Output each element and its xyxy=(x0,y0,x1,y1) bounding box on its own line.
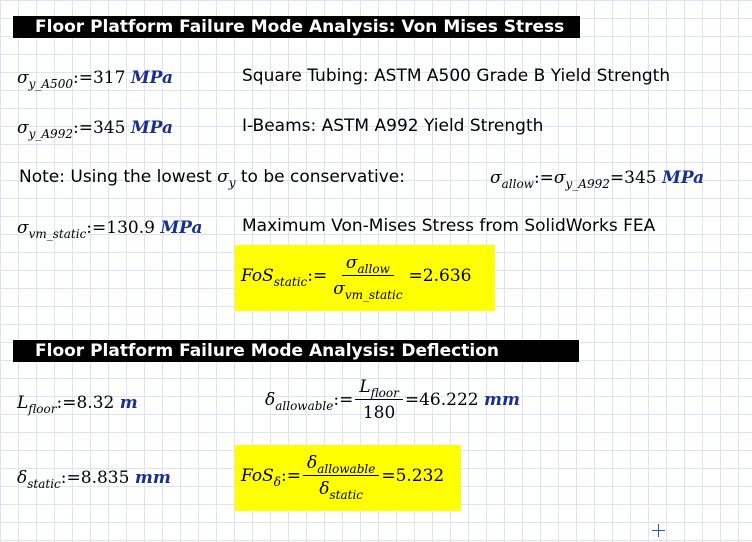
subscript: allowable xyxy=(317,462,376,476)
equals-operator: = xyxy=(381,466,396,486)
subscript: y_A992 xyxy=(28,127,73,141)
unit: MPa xyxy=(662,168,705,188)
unit: MPa xyxy=(160,218,203,238)
unit: MPa xyxy=(130,118,173,138)
assign-operator: := xyxy=(72,118,93,138)
fos-delta-fraction: δallowable δstatic xyxy=(302,453,380,502)
delta-symbol: δ xyxy=(17,468,28,488)
assign-operator: := xyxy=(60,468,81,488)
unit: mm xyxy=(483,390,520,410)
sigma-symbol: σ xyxy=(17,218,29,238)
fraction-denominator: δstatic xyxy=(315,476,367,502)
assign-operator: := xyxy=(56,393,77,413)
fraction-denominator: 180 xyxy=(362,403,396,423)
subscript: floor xyxy=(370,386,399,400)
delta-symbol: δ xyxy=(306,453,318,473)
unit: MPa xyxy=(130,68,173,88)
assign-operator: := xyxy=(280,466,301,486)
sigma-y-a500-definition[interactable]: σy_A500:=317 MPa xyxy=(17,68,173,91)
subscript: allow xyxy=(501,177,534,191)
fos-delta-highlight xyxy=(235,445,461,511)
fos-delta-expression[interactable]: FoSδ:= δallowable δstatic = 5.232 xyxy=(241,453,445,502)
value: 46.222 xyxy=(419,390,479,410)
subscript: y_A500 xyxy=(28,77,73,91)
assign-operator: := xyxy=(307,266,328,286)
unit: m xyxy=(119,393,138,413)
fos-static-highlight xyxy=(235,245,495,311)
sigma-vm-static-description[interactable]: Maximum Von-Mises Stress from SolidWorks… xyxy=(242,216,656,236)
delta-static-definition[interactable]: δstatic:=8.835 mm xyxy=(17,468,171,491)
fos-symbol: FoS xyxy=(241,466,274,486)
value: 5.232 xyxy=(395,466,445,486)
sigma-vm-static-definition[interactable]: σvm_static:=130.9 MPa xyxy=(17,218,203,241)
subscript: vm_static xyxy=(344,288,403,302)
fraction-numerator: Lfloor xyxy=(355,377,403,400)
delta-allowable-definition[interactable]: δallowable:= Lfloor 180 = 46.222 mm xyxy=(265,377,520,423)
delta-symbol: δ xyxy=(319,479,330,499)
subscript: y xyxy=(228,176,236,190)
unit: mm xyxy=(134,468,171,488)
stress-section-title: Floor Platform Failure Mode Analysis: Vo… xyxy=(13,16,580,38)
fos-static-fraction: σallow σvm_static xyxy=(329,253,406,302)
sigma-allow-definition[interactable]: σallow:=σy_A992=345 MPa xyxy=(490,168,705,191)
sigma-y-a992-description[interactable]: I-Beams: ASTM A992 Yield Strength xyxy=(242,116,544,136)
subscript: static xyxy=(27,477,61,491)
fraction-denominator: σvm_static xyxy=(329,276,406,302)
deflection-section-title: Floor Platform Failure Mode Analysis: De… xyxy=(13,340,579,362)
sigma-y-inline: σy xyxy=(217,167,236,190)
sigma-symbol: σ xyxy=(345,253,358,273)
equals-operator: = xyxy=(404,390,420,410)
crosshair-cursor-icon xyxy=(652,524,665,537)
sigma-symbol: σ xyxy=(217,167,229,187)
assign-operator: := xyxy=(72,68,93,88)
sigma-symbol: σ xyxy=(490,168,502,188)
l-floor-definition[interactable]: Lfloor:=8.32 m xyxy=(17,393,138,416)
value: 345 xyxy=(624,168,657,188)
equals-operator: = xyxy=(408,266,423,286)
sigma-symbol: σ xyxy=(17,68,29,88)
subscript: static xyxy=(329,488,364,502)
subscript: static xyxy=(273,275,308,289)
equals-operator: = xyxy=(609,168,625,188)
sigma-symbol: σ xyxy=(553,168,566,188)
note-text-before: Note: Using the lowest xyxy=(19,167,212,187)
subscript: vm_static xyxy=(28,227,87,241)
value: 8.835 xyxy=(80,468,130,488)
sigma-y-a500-description[interactable]: Square Tubing: ASTM A500 Grade B Yield S… xyxy=(242,66,671,86)
fos-symbol: FoS xyxy=(241,266,274,286)
subscript: allow xyxy=(357,262,390,276)
fraction-numerator: σallow xyxy=(341,253,394,276)
subscript: δ xyxy=(273,475,281,489)
fos-static-expression[interactable]: FoSstatic:= σallow σvm_static = 2.636 xyxy=(241,253,472,302)
conservative-note[interactable]: Note: Using the lowest σy to be conserva… xyxy=(19,167,405,190)
value: 130.9 xyxy=(106,218,155,238)
assign-operator: := xyxy=(333,390,354,410)
value: 8.32 xyxy=(76,393,115,413)
value: 317 xyxy=(92,68,126,88)
subscript: allowable xyxy=(275,399,334,413)
value: 345 xyxy=(92,118,126,138)
assign-operator: := xyxy=(533,168,554,188)
sigma-symbol: σ xyxy=(17,118,29,138)
l-symbol: L xyxy=(17,393,29,413)
value: 2.636 xyxy=(422,266,472,286)
assign-operator: := xyxy=(86,218,107,238)
note-text-after: to be conservative: xyxy=(240,167,405,187)
delta-allowable-fraction: Lfloor 180 xyxy=(355,377,403,423)
sigma-y-a992-definition[interactable]: σy_A992:=345 MPa xyxy=(17,118,173,141)
subscript: y_A992 xyxy=(565,177,610,191)
l-symbol: L xyxy=(359,377,371,397)
delta-symbol: δ xyxy=(265,390,276,410)
subscript: floor xyxy=(28,402,57,416)
sigma-symbol: σ xyxy=(333,279,345,299)
fraction-numerator: δallowable xyxy=(302,453,380,476)
